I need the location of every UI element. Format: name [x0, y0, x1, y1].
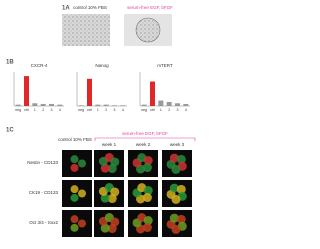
x-tick-label: ctrl	[87, 108, 92, 112]
micrograph	[62, 14, 110, 46]
bar	[158, 100, 164, 106]
caption: control 10% FBS	[58, 137, 92, 142]
sphere	[135, 17, 161, 43]
column-header: week 3	[170, 142, 185, 147]
x-tick-label: neg	[78, 108, 84, 112]
cell	[142, 193, 152, 203]
bar	[87, 78, 92, 106]
cell	[169, 153, 179, 163]
x-tick-label: 3	[114, 108, 116, 112]
micrograph	[62, 150, 92, 177]
bar	[150, 81, 155, 106]
panel-label: 1B	[6, 60, 14, 66]
cell	[143, 156, 153, 166]
cell	[100, 223, 110, 233]
chart-title: Nanog	[95, 63, 109, 68]
chart-title: mTERT	[157, 63, 173, 68]
bar	[112, 105, 117, 106]
cell	[70, 185, 79, 194]
cell	[169, 213, 179, 223]
figure: 1A control 10% FBS serum-free EGF, bFGF …	[6, 5, 196, 237]
cell	[171, 194, 181, 204]
cell	[110, 217, 120, 227]
x-tick-label: 1	[34, 108, 36, 112]
cell	[142, 223, 152, 233]
bar	[40, 103, 46, 106]
bar	[49, 103, 54, 106]
caption: control 10% FBS	[73, 5, 107, 10]
x-tick-label: 4	[122, 108, 124, 112]
bar	[141, 104, 147, 106]
bar	[32, 103, 38, 106]
x-tick-label: 2	[168, 108, 170, 112]
cell	[70, 215, 79, 224]
cell	[143, 216, 153, 226]
x-tick-label: neg	[141, 108, 147, 112]
bar	[175, 103, 180, 106]
cell	[110, 157, 120, 167]
cell	[100, 193, 110, 203]
panel-label: 1C	[6, 128, 14, 134]
cell	[143, 186, 153, 196]
x-tick-label: 4	[59, 108, 61, 112]
x-tick-label: neg	[15, 108, 21, 112]
cell	[78, 189, 86, 198]
cell	[78, 219, 86, 228]
x-tick-label: 4	[185, 108, 187, 112]
row-label: Nestin - CD133	[27, 160, 58, 165]
bar	[120, 105, 126, 106]
column-header: week 1	[102, 142, 117, 147]
row-label: CK19 - CD133	[29, 190, 59, 195]
column-header: week 2	[136, 142, 151, 147]
cell	[70, 163, 79, 172]
cell	[70, 155, 79, 164]
cell	[100, 163, 110, 173]
panel-label: 1A	[62, 6, 70, 12]
x-tick-label: 3	[51, 108, 53, 112]
caption: serum-free EGF, bFGF	[127, 5, 173, 10]
x-tick-label: ctrl	[150, 108, 155, 112]
cell	[78, 159, 86, 168]
x-tick-label: 2	[42, 108, 44, 112]
chart-title: CXCR-4	[31, 63, 48, 68]
cell	[176, 154, 186, 164]
x-tick-label: 2	[105, 108, 107, 112]
bar	[166, 101, 172, 106]
x-tick-label: 1	[97, 108, 99, 112]
bar	[103, 104, 109, 106]
bar	[24, 76, 29, 106]
caption: serum-free EGF, bFGF	[122, 131, 168, 136]
cell	[142, 163, 152, 173]
bar	[95, 104, 101, 106]
cell	[176, 214, 186, 224]
micrograph	[62, 180, 92, 207]
bar	[183, 103, 189, 106]
bracket	[94, 137, 196, 141]
cell	[171, 224, 181, 234]
row-label: Oct 3/4 - Sox2	[29, 220, 58, 225]
cell	[70, 223, 79, 232]
x-tick-label: ctrl	[24, 108, 29, 112]
cell	[169, 183, 179, 193]
cell	[171, 164, 181, 174]
micrograph	[62, 210, 92, 237]
x-tick-label: 1	[160, 108, 162, 112]
bar	[78, 105, 84, 106]
cell	[110, 187, 120, 197]
cell	[176, 184, 186, 194]
x-tick-label: 3	[177, 108, 179, 112]
bar	[15, 104, 21, 106]
bar	[57, 104, 63, 106]
image-grid: week 1 week 2 week 3 Nestin - CD133 CK19 - C…	[27, 142, 192, 237]
cell	[70, 193, 79, 202]
